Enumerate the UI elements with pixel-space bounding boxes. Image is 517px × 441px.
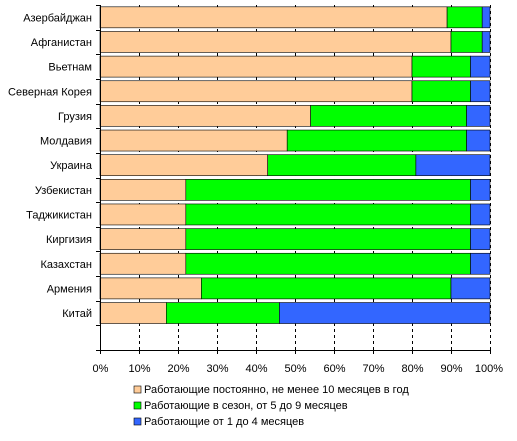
bar-segment-series3-row9 <box>470 203 491 226</box>
legend-swatch <box>133 385 142 394</box>
bar-segment-series1-row8 <box>99 179 187 201</box>
x-tick-label: 70% <box>362 363 384 375</box>
bar-segment-series3-row11 <box>470 252 491 275</box>
bar-segment-series2-row4 <box>411 80 471 103</box>
bar-segment-series2-row5 <box>310 105 467 127</box>
bar-segment-series2-row1 <box>446 6 483 29</box>
category-label: Азербайджан <box>23 12 92 24</box>
category-label: Казахстан <box>40 259 92 271</box>
x-tick-label: 50% <box>284 363 306 375</box>
bar-segment-series1-row3 <box>99 55 413 78</box>
bar-segment-series2-row13 <box>166 302 280 324</box>
bar-segment-series2-row9 <box>185 203 471 226</box>
bar-segment-series1-row9 <box>99 203 187 226</box>
x-tick-label: 20% <box>167 363 189 375</box>
bar-segment-series3-row6 <box>466 129 491 152</box>
bar-segment-series1-row5 <box>99 105 311 127</box>
bar-segment-series2-row6 <box>286 129 467 152</box>
bar-segment-series3-row7 <box>415 154 491 176</box>
bar-segment-series3-row10 <box>470 228 491 250</box>
x-tick-label: 60% <box>323 363 345 375</box>
bar-segment-series1-row12 <box>99 277 202 300</box>
x-tick-label: 0% <box>93 363 109 375</box>
bar-segment-series2-row8 <box>185 179 471 201</box>
bar-segment-series1-row2 <box>99 31 452 53</box>
x-tick-label: 100% <box>475 363 503 375</box>
category-label: Украина <box>50 160 93 172</box>
x-tick-label: 80% <box>401 363 423 375</box>
bar-segment-series2-row12 <box>201 277 452 300</box>
legend-label: Работающие в сезон, от 5 до 9 месяцев <box>144 400 348 412</box>
category-label: Китай <box>62 308 92 320</box>
bar-segment-series3-row1 <box>481 6 491 29</box>
category-label: Вьетнам <box>48 62 92 74</box>
bar-segment-series1-row11 <box>99 252 187 275</box>
category-label: Молдавия <box>40 136 92 148</box>
legend-swatch <box>133 417 142 426</box>
bar-segment-series3-row3 <box>470 55 491 78</box>
bar-segment-series1-row6 <box>99 129 288 152</box>
bar-segment-series3-row4 <box>470 80 491 103</box>
bar-segment-series2-row3 <box>411 55 471 78</box>
bar-segment-series3-row8 <box>470 179 491 201</box>
legend: Работающие постоянно, не менее 10 месяце… <box>133 384 409 428</box>
x-tick-label: 40% <box>245 363 267 375</box>
bar-segment-series1-row4 <box>99 80 413 103</box>
bar-segment-series2-row2 <box>450 31 483 53</box>
category-label: Афганистан <box>31 37 92 49</box>
bar-segment-series1-row7 <box>99 154 268 176</box>
bar-segment-series1-row1 <box>99 6 448 29</box>
x-tick-label: 10% <box>128 363 150 375</box>
x-tick-label: 30% <box>206 363 228 375</box>
legend-swatch <box>133 401 142 410</box>
bar-segment-series2-row11 <box>185 252 471 275</box>
category-label: Северная Корея <box>8 86 92 98</box>
bars <box>99 6 491 324</box>
legend-label: Работающие постоянно, не менее 10 месяце… <box>144 384 409 396</box>
x-tick-label: 90% <box>440 363 462 375</box>
category-label: Грузия <box>58 111 92 123</box>
bar-segment-series2-row7 <box>267 154 417 176</box>
bar-segment-series3-row5 <box>466 105 491 127</box>
category-label: Армения <box>47 283 92 295</box>
bar-segment-series1-row13 <box>99 302 167 324</box>
bar-segment-series1-row10 <box>99 228 187 250</box>
category-label: Киргизия <box>46 234 92 246</box>
bar-segment-series3-row13 <box>279 302 491 324</box>
category-label: Узбекистан <box>35 185 92 197</box>
bar-segment-series2-row10 <box>185 228 471 250</box>
category-label: Таджикистан <box>26 210 92 222</box>
bar-segment-series3-row12 <box>450 277 491 300</box>
legend-label: Работающие от 1 до 4 месяцев <box>144 416 304 428</box>
bar-segment-series3-row2 <box>481 31 491 53</box>
